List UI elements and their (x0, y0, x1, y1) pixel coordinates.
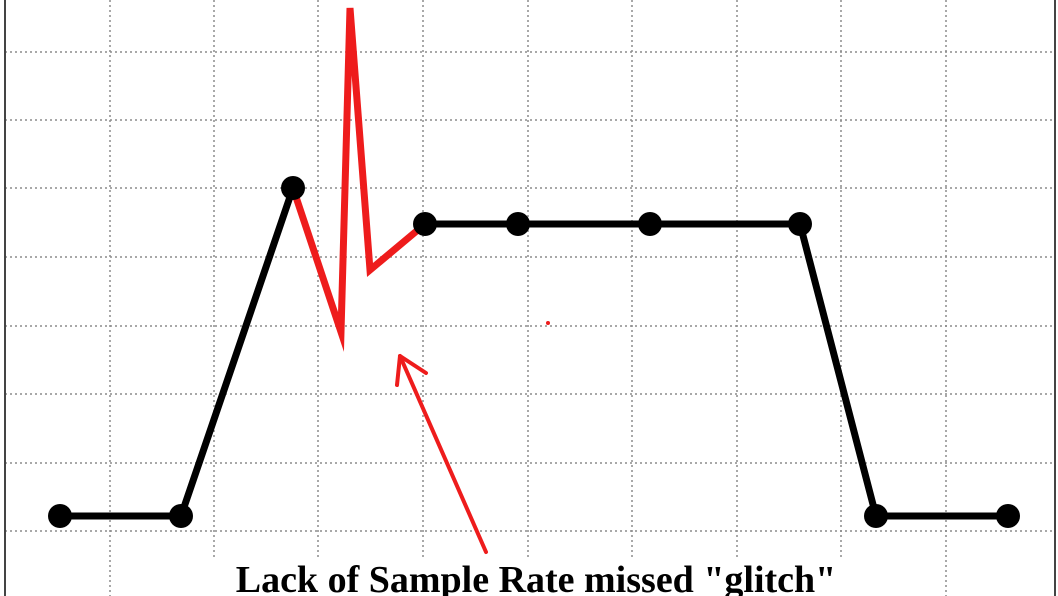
sample-point (864, 504, 888, 528)
sample-point (413, 212, 437, 236)
red-dot-mark (546, 321, 550, 325)
arrow-head (395, 354, 428, 387)
sample-point (48, 504, 72, 528)
grid (5, 0, 1055, 596)
pointer-arrow (395, 354, 488, 554)
sample-point (788, 212, 812, 236)
sampled-signal-trace-high (421, 220, 1012, 520)
caption-backdrop (212, 560, 864, 596)
caption: Lack of Sample Rate missed "glitch" (236, 559, 837, 596)
sample-point (996, 504, 1020, 528)
glitch-trace (289, 7, 429, 352)
sample-point (281, 176, 305, 200)
sample-point (506, 212, 530, 236)
sample-point (169, 504, 193, 528)
sample-point (638, 212, 662, 236)
arrow-shaft (398, 354, 488, 554)
sample-points (48, 176, 1020, 528)
